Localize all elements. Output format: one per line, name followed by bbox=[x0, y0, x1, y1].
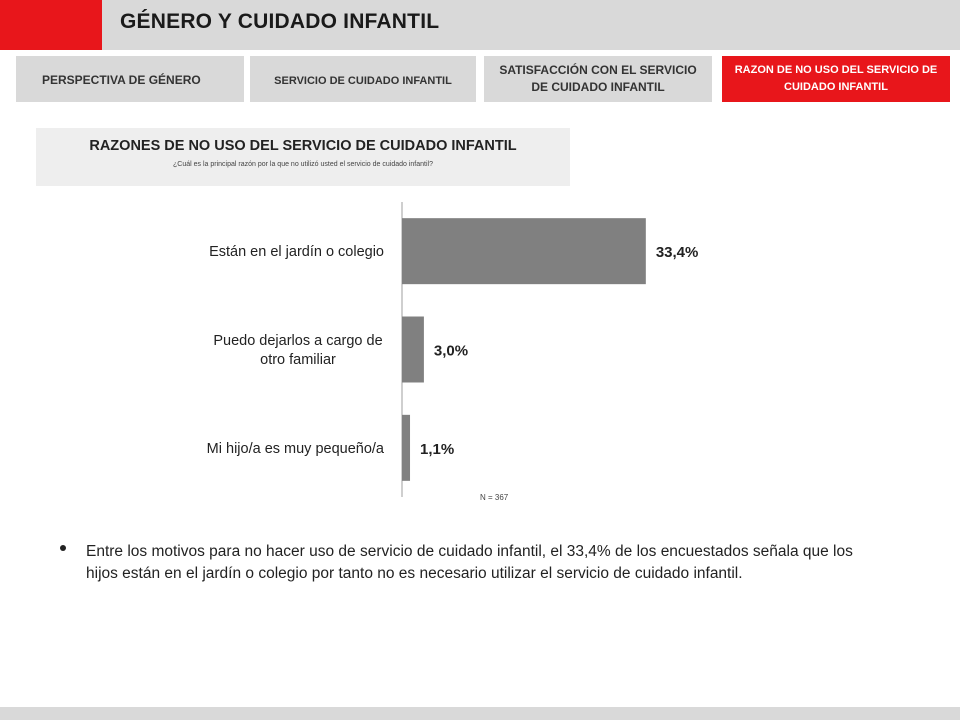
chart-title: RAZONES DE NO USO DEL SERVICIO DE CUIDAD… bbox=[89, 138, 517, 154]
tab-servicio-cuidado[interactable]: SERVICIO DE CUIDADO INFANTIL bbox=[250, 56, 476, 102]
category-label: otro familiar bbox=[260, 352, 336, 368]
data-label: 3,0% bbox=[434, 343, 468, 360]
summary-text: Entre los motivos para no hacer uso de s… bbox=[86, 543, 853, 582]
category-label: Mi hijo/a es muy pequeño/a bbox=[207, 441, 385, 457]
tab-label: SERVICIO DE CUIDADO INFANTIL bbox=[274, 75, 452, 87]
bar bbox=[402, 218, 646, 285]
data-label: 33,4% bbox=[656, 244, 699, 261]
category-label: Están en el jardín o colegio bbox=[209, 244, 384, 260]
chart-subtitle: ¿Cuál es la principal razón por la que n… bbox=[173, 161, 433, 168]
bar bbox=[402, 414, 411, 481]
tab-razon-no-uso[interactable]: RAZON DE NO USO DEL SERVICIO DE CUIDADO … bbox=[722, 56, 950, 102]
header-bar bbox=[0, 0, 960, 50]
tab-label: PERSPECTIVA DE GÉNERO bbox=[42, 73, 201, 87]
tab-label: RAZON DE NO USO DEL SERVICIO DE CUIDADO … bbox=[734, 64, 938, 93]
question-box: RAZONES DE NO USO DEL SERVICIO DE CUIDAD… bbox=[36, 128, 570, 186]
sample-size-note: N = 367 bbox=[480, 493, 509, 502]
data-label: 1,1% bbox=[420, 441, 454, 458]
bar bbox=[402, 316, 424, 383]
tab-satisfaccion[interactable]: SATISFACCIÓN CON EL SERVICIO DE CUIDADO … bbox=[484, 56, 712, 102]
tab-perspectiva-genero[interactable]: PERSPECTIVA DE GÉNERO bbox=[16, 56, 244, 102]
header-accent bbox=[0, 0, 102, 50]
tab-label: SATISFACCIÓN CON EL SERVICIO DE CUIDADO … bbox=[499, 63, 697, 94]
page-title: GÉNERO Y CUIDADO INFANTIL bbox=[120, 10, 440, 33]
category-label: Puedo dejarlos a cargo de bbox=[213, 333, 382, 349]
footer-bar bbox=[0, 707, 960, 720]
bullet-dot bbox=[60, 545, 66, 551]
